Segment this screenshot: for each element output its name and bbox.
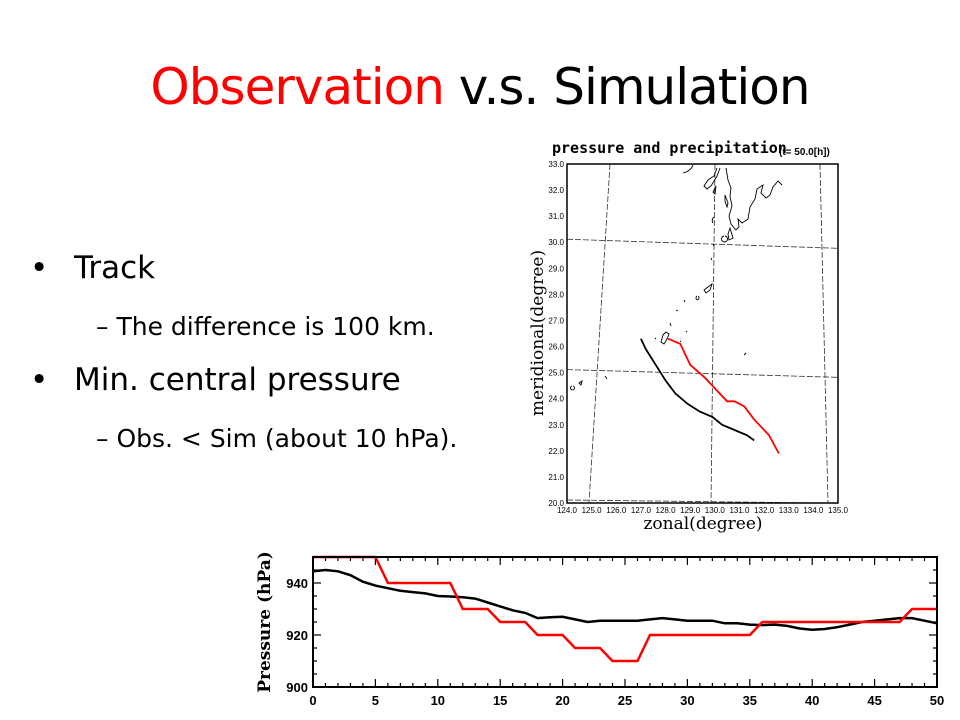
map-x-tick-label: 133.0 bbox=[779, 506, 800, 515]
map-frame bbox=[566, 163, 839, 504]
map-x-tick-label: 134.0 bbox=[803, 506, 824, 515]
map-x-tick-label: 130.0 bbox=[705, 506, 726, 515]
pressure-x-tick-label: 40 bbox=[805, 693, 819, 708]
map-y-tick-label: 20.0 bbox=[548, 499, 564, 508]
pressure-ylabel: Pressure (hPa) bbox=[255, 551, 275, 693]
map-y-tick-label: 32.0 bbox=[548, 186, 564, 195]
map-x-tick-label: 125.0 bbox=[582, 506, 603, 515]
map-coastline bbox=[570, 164, 783, 391]
pressure-x-tick-label: 5 bbox=[372, 693, 379, 708]
map-title: pressure and precipitation bbox=[552, 139, 787, 157]
map-y-tick-label: 28.0 bbox=[548, 290, 564, 299]
map-xlabel: zonal(degree) bbox=[643, 514, 762, 534]
pressure-x-tick-label: 45 bbox=[867, 693, 881, 708]
map-y-tick-label: 26.0 bbox=[548, 343, 564, 352]
pressure-y-tick-label: 900 bbox=[286, 680, 308, 695]
observed-track-line bbox=[640, 338, 755, 442]
pressure-x-tick-label: 10 bbox=[431, 693, 445, 708]
bullet-text: Track bbox=[74, 250, 156, 286]
bullet-icon: • bbox=[30, 362, 49, 398]
map-x-tick-label: 128.0 bbox=[656, 506, 677, 515]
map-x-tick-label: 132.0 bbox=[754, 506, 775, 515]
dash-icon: – bbox=[96, 424, 109, 453]
map-x-tick-labels: 124.0 125.0 126.0 127.0 128.0 129.0 130.0 131.0… bbox=[557, 506, 849, 515]
dash-icon: – bbox=[96, 312, 109, 341]
pressure-x-tick-label: 50 bbox=[930, 693, 944, 708]
pressure-frame bbox=[312, 556, 938, 688]
map-lat-gridline bbox=[566, 369, 839, 378]
track-map-chart: pressure and precipitation (t= 50.0[h]) … bbox=[528, 139, 849, 534]
map-y-tick-label: 21.0 bbox=[548, 473, 564, 482]
pressure-y-tick-label: 940 bbox=[286, 576, 308, 591]
pressure-x-tick-label: 35 bbox=[743, 693, 757, 708]
bullet-track: • Track bbox=[30, 250, 155, 286]
sub-bullet-text: Obs. < Sim (about 10 hPa). bbox=[116, 424, 458, 453]
map-y-tick-label: 30.0 bbox=[548, 238, 564, 247]
sub-bullet-track: – The difference is 100 km. bbox=[96, 312, 435, 341]
pressure-x-tick-label: 25 bbox=[618, 693, 632, 708]
pressure-y-tick-label: 920 bbox=[286, 628, 308, 643]
map-y-tick-label: 33.0 bbox=[548, 160, 564, 169]
bullet-pressure: • Min. central pressure bbox=[30, 362, 401, 398]
map-lat-gridline bbox=[566, 238, 839, 249]
pressure-x-tick-label: 20 bbox=[555, 693, 569, 708]
map-y-tick-labels: 20.0 21.0 22.0 23.0 24.0 25.0 26.0 27.0 28.0 29.0… bbox=[548, 160, 564, 508]
map-x-tick-label: 124.0 bbox=[557, 506, 578, 515]
observation-pressure-line bbox=[312, 568, 938, 632]
map-y-tick-label: 25.0 bbox=[548, 369, 564, 378]
map-x-tick-label: 129.0 bbox=[680, 506, 701, 515]
sub-bullet-text: The difference is 100 km. bbox=[116, 312, 435, 341]
map-y-tick-label: 31.0 bbox=[548, 212, 564, 221]
bullet-icon: • bbox=[30, 250, 49, 286]
map-y-tick-label: 22.0 bbox=[548, 447, 564, 456]
pressure-x-tick-labels: 0 5 10 15 20 25 30 35 40 45 50 bbox=[309, 693, 944, 708]
map-x-tick-label: 126.0 bbox=[606, 506, 627, 515]
map-gridlines bbox=[566, 163, 839, 504]
map-y-tick-label: 29.0 bbox=[548, 264, 564, 273]
pressure-chart: Pressure (hPa) 900 920 940 0 5 10 15 20 25 30 35 4… bbox=[255, 551, 944, 708]
map-lon-gridline bbox=[710, 163, 716, 504]
sub-bullet-pressure: – Obs. < Sim (about 10 hPa). bbox=[96, 424, 457, 453]
map-y-tick-label: 24.0 bbox=[548, 395, 564, 404]
map-x-tick-label: 131.0 bbox=[729, 506, 750, 515]
map-x-tick-label: 135.0 bbox=[828, 506, 849, 515]
simulation-pressure-line bbox=[313, 555, 937, 663]
slide-title: Observation v.s. Simulation bbox=[0, 58, 960, 116]
map-x-tick-label: 127.0 bbox=[631, 506, 652, 515]
map-y-tick-label: 23.0 bbox=[548, 421, 564, 430]
pressure-x-tick-label: 0 bbox=[309, 693, 316, 708]
simulated-track-line bbox=[667, 337, 780, 454]
map-y-tick-label: 27.0 bbox=[548, 316, 564, 325]
pressure-x-tick-label: 15 bbox=[493, 693, 507, 708]
map-lon-gridline bbox=[588, 163, 611, 504]
map-ylabel: meridional(degree) bbox=[528, 250, 548, 416]
map-lon-gridline bbox=[819, 163, 829, 504]
pressure-y-tick-labels: 900 920 940 bbox=[286, 576, 308, 695]
title-rest: v.s. Simulation bbox=[443, 58, 811, 116]
bullet-text: Min. central pressure bbox=[74, 362, 401, 398]
pressure-x-tick-label: 30 bbox=[680, 693, 694, 708]
title-observation: Observation bbox=[150, 58, 444, 116]
map-subtitle: (t= 50.0[h]) bbox=[779, 147, 830, 158]
